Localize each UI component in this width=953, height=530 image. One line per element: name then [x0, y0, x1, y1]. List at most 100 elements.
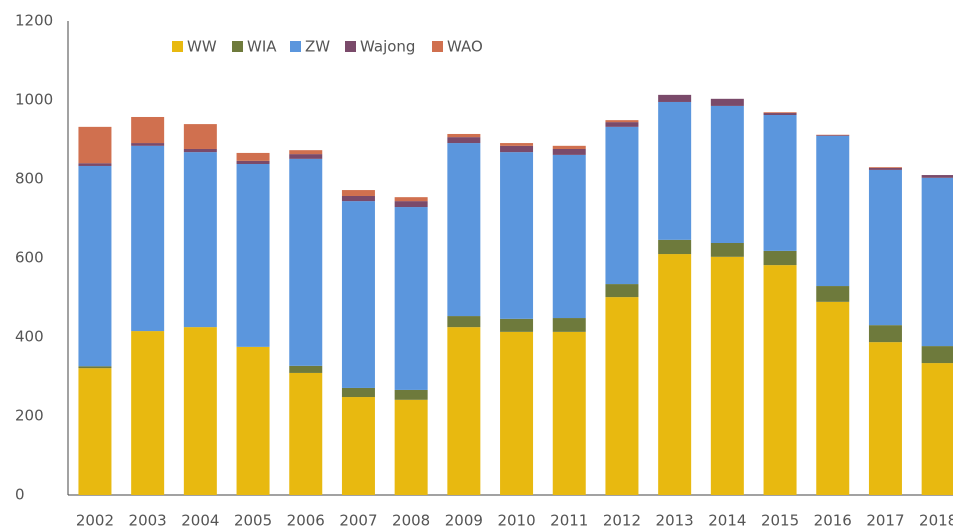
x-tick-label: 2013	[656, 512, 694, 530]
x-tick-label: 2018	[919, 512, 953, 530]
x-tick-label: 2015	[761, 512, 799, 530]
bar-segment	[394, 207, 428, 390]
bar-segment	[131, 145, 165, 332]
bar-segment	[816, 135, 850, 287]
bar-segment	[394, 389, 428, 400]
bar-segment	[289, 150, 323, 155]
legend-label: WW	[187, 38, 217, 56]
bar-segment	[183, 148, 217, 153]
bar-segment	[341, 387, 375, 398]
bar-segment	[552, 154, 586, 319]
bar-segment	[710, 242, 744, 257]
y-tick-label: 1000	[15, 91, 53, 109]
y-tick-label: 200	[15, 407, 44, 425]
bar-segment	[763, 112, 797, 114]
bar-segment	[605, 297, 639, 495]
bar-segment	[763, 115, 797, 251]
bar-segment	[552, 331, 586, 495]
bar-segment	[605, 126, 639, 285]
bar-segment	[658, 254, 692, 495]
y-tick-label: 0	[15, 486, 25, 504]
bar-segment	[500, 143, 534, 146]
bar-segment	[605, 120, 639, 123]
legend-swatch	[345, 41, 356, 52]
x-tick-label: 2014	[708, 512, 746, 530]
bar-segment	[710, 105, 744, 243]
bar-segment	[552, 145, 586, 149]
bar-segment	[816, 286, 850, 302]
bar-segment	[710, 98, 744, 106]
bar-segment	[341, 195, 375, 202]
bar-segment	[131, 116, 165, 144]
x-tick-label: 2011	[550, 512, 588, 530]
bar-segment	[500, 145, 534, 153]
y-tick-label: 600	[15, 249, 44, 267]
bar-segment	[500, 152, 534, 319]
y-tick-label: 1200	[15, 12, 53, 30]
bar-segment	[78, 368, 112, 495]
x-tick-label: 2004	[181, 512, 219, 530]
bar-segment	[500, 318, 534, 332]
bar-segment	[605, 284, 639, 298]
y-tick-label: 800	[15, 170, 44, 188]
bar-segment	[816, 301, 850, 495]
bar-segment	[341, 190, 375, 196]
bar-segment	[183, 152, 217, 328]
bar-segment	[183, 327, 217, 495]
x-tick-label: 2012	[603, 512, 641, 530]
bar-segment	[341, 397, 375, 495]
bar-segment	[236, 152, 270, 161]
x-tick-label: 2008	[392, 512, 430, 530]
bar-segment	[447, 143, 481, 317]
bar-segment	[447, 137, 481, 144]
bar-segment	[447, 327, 481, 495]
bar-segment	[868, 169, 902, 326]
bar-segment	[605, 122, 639, 127]
bar-segment	[816, 135, 850, 136]
bar-segment	[236, 160, 270, 164]
legend-label: Wajong	[360, 38, 415, 56]
bar-segment	[763, 250, 797, 266]
x-tick-label: 2010	[497, 512, 535, 530]
y-tick-label: 400	[15, 328, 44, 346]
x-tick-label: 2003	[129, 512, 167, 530]
bar-segment	[78, 366, 112, 369]
bar-segment	[289, 365, 323, 373]
bar-segment	[131, 143, 165, 146]
x-tick-label: 2009	[445, 512, 483, 530]
bar-segment	[763, 113, 797, 116]
bar-segment	[447, 133, 481, 138]
bar-segment	[921, 175, 953, 178]
bar-segment	[447, 316, 481, 328]
legend-swatch	[172, 41, 183, 52]
bar-segment	[236, 346, 270, 495]
bar-segment	[921, 363, 953, 495]
bar-segment	[658, 101, 692, 240]
bar-segment	[289, 154, 323, 159]
bar-segment	[78, 163, 112, 166]
bar-segment	[763, 265, 797, 495]
bar-segment	[289, 372, 323, 495]
x-tick-label: 2005	[234, 512, 272, 530]
bar-segment	[183, 124, 217, 149]
bar-segment	[921, 177, 953, 347]
legend-swatch	[232, 41, 243, 52]
bar-segment	[552, 148, 586, 155]
legend-label: ZW	[305, 38, 330, 56]
bar-segment	[394, 201, 428, 208]
x-tick-label: 2016	[814, 512, 852, 530]
x-tick-label: 2006	[287, 512, 325, 530]
bar-segment	[236, 163, 270, 347]
bar-segment	[78, 165, 112, 367]
x-tick-label: 2002	[76, 512, 114, 530]
legend-swatch	[432, 41, 443, 52]
bar-segment	[868, 167, 902, 170]
bar-segment	[658, 94, 692, 102]
bar-segment	[78, 126, 112, 164]
legend-swatch	[290, 41, 301, 52]
bar-segment	[868, 325, 902, 343]
bar-segment	[868, 342, 902, 495]
bar-segment	[710, 256, 744, 495]
bar-segment	[552, 318, 586, 332]
